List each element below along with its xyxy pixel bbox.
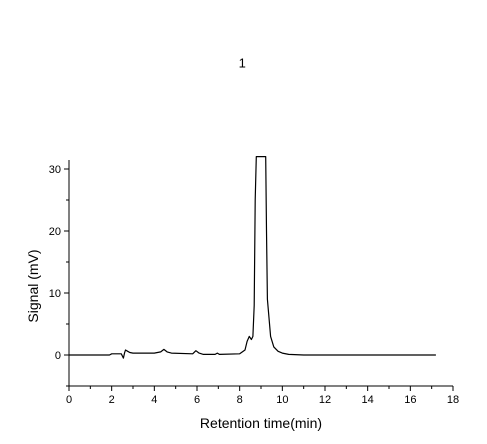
- peak-label: 1: [239, 56, 246, 71]
- axes: [68, 160, 453, 387]
- x-tick-label: 10: [276, 394, 288, 406]
- y-tick-label: 20: [49, 226, 61, 238]
- annotations: 1: [239, 56, 246, 71]
- y-axis-label: Signal (mV): [25, 249, 41, 322]
- x-tick-label: 2: [109, 394, 115, 406]
- x-tick-label: 16: [404, 394, 416, 406]
- series-group: [69, 156, 436, 359]
- y-ticks: 0 10 20 30: [49, 164, 69, 387]
- x-ticks: 0 2 4 6 8 10 12 14 16 18: [66, 386, 459, 406]
- x-tick-label: 8: [237, 394, 243, 406]
- x-tick-label: 12: [319, 394, 331, 406]
- chromatogram-line: [69, 156, 436, 359]
- x-tick-label: 0: [66, 394, 72, 406]
- y-tick-label: 30: [49, 164, 61, 176]
- y-tick-label: 0: [55, 350, 61, 362]
- x-tick-label: 6: [194, 394, 200, 406]
- x-tick-label: 18: [447, 394, 459, 406]
- x-tick-label: 14: [362, 394, 374, 406]
- x-tick-label: 4: [151, 394, 157, 406]
- y-tick-label: 10: [49, 288, 61, 300]
- x-axis-label: Retention time(min): [200, 415, 322, 431]
